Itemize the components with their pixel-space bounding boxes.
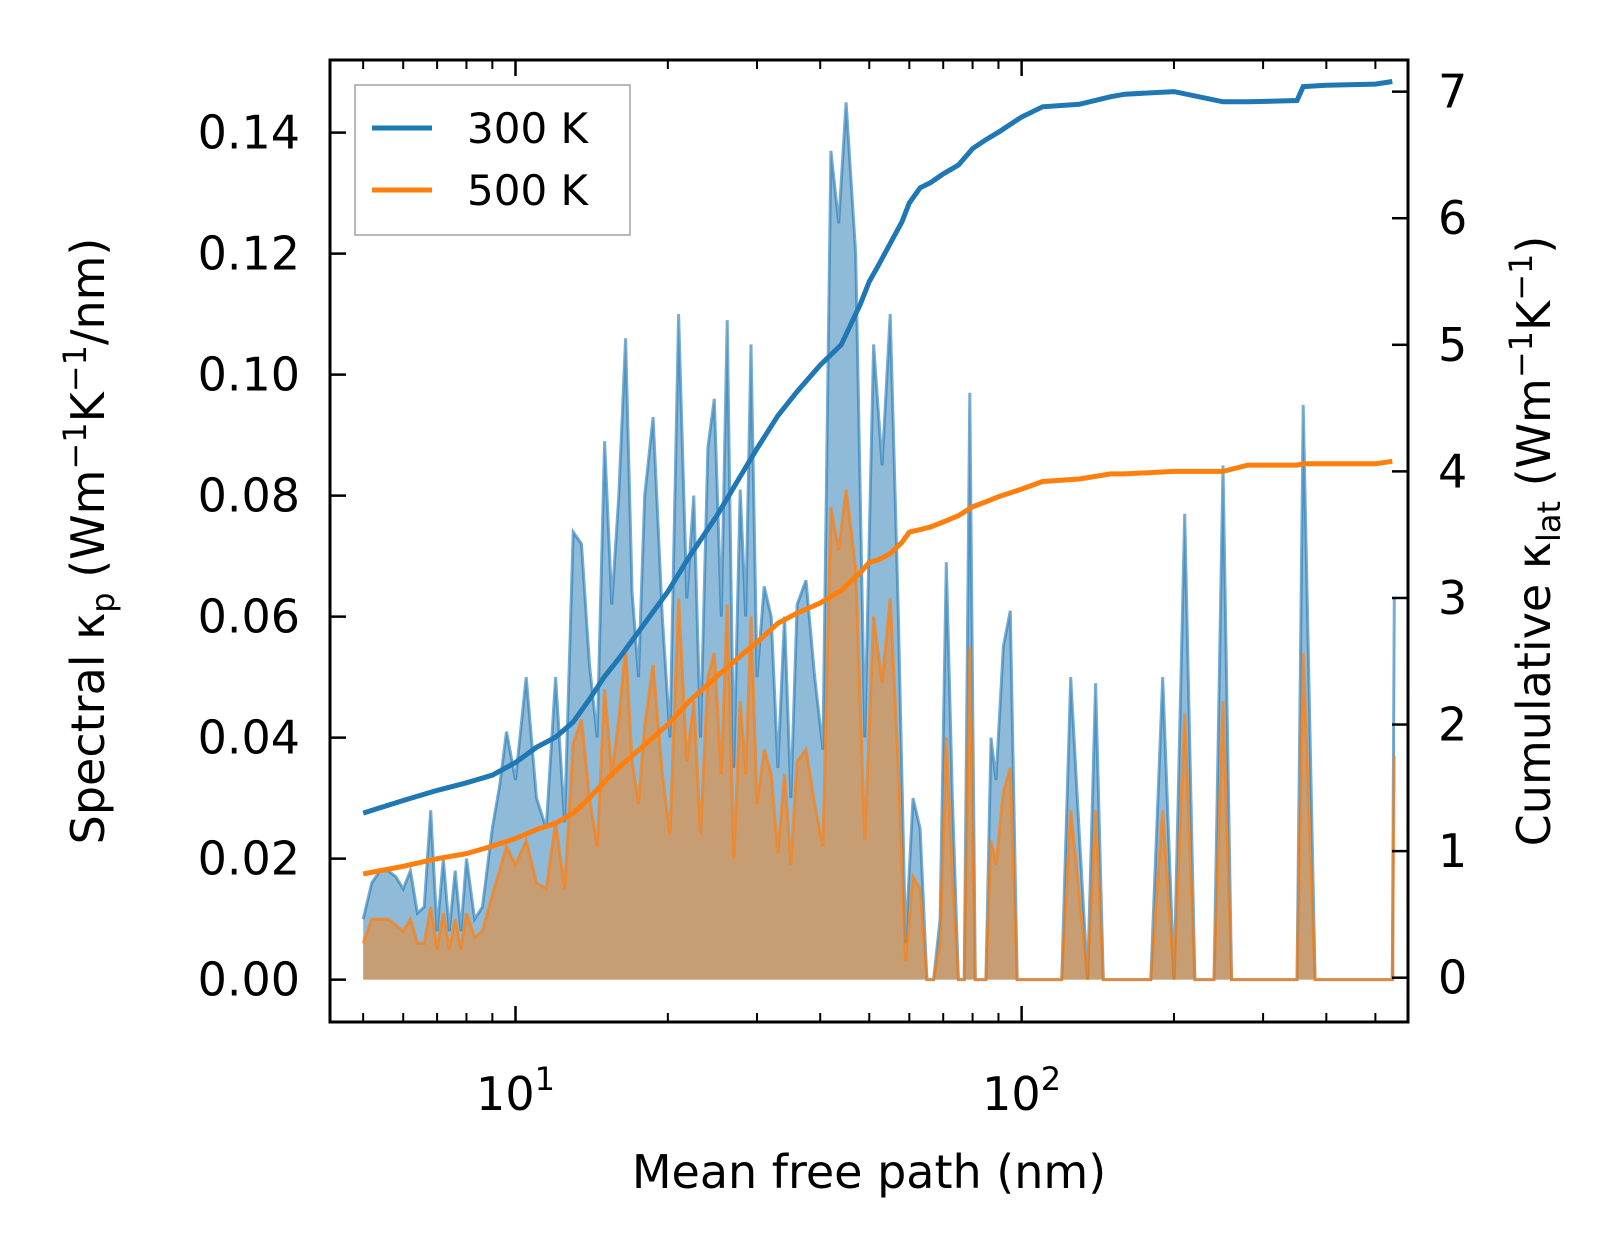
right-y-tick-label: 2 <box>1438 698 1467 752</box>
legend-label-500k: 500 K <box>467 166 590 215</box>
legend-label-300k: 300 K <box>467 104 590 153</box>
left-y-tick-label: 0.06 <box>198 590 300 644</box>
right-y-tick-label: 5 <box>1438 318 1467 372</box>
right-y-tick-label: 0 <box>1438 951 1467 1005</box>
right-y-tick-label: 3 <box>1438 571 1467 625</box>
right-y-tick-label: 1 <box>1438 824 1467 878</box>
right-y-tick-label: 6 <box>1438 191 1467 245</box>
left-y-tick-label: 0.10 <box>198 348 300 402</box>
x-tick-label: 101 <box>476 1060 555 1121</box>
x-axis-ticks: 101 102 <box>362 60 1377 1121</box>
spectral-500k-fill <box>363 489 1395 980</box>
x-axis-label: Mean free path (nm) <box>632 1145 1106 1199</box>
left-y-tick-label: 0.04 <box>198 711 300 765</box>
right-y-axis-ticks: 0 1 2 3 4 5 6 7 <box>1392 65 1467 1005</box>
cumulative-300k-line <box>362 79 1393 816</box>
legend-box <box>354 84 631 236</box>
left-y-tick-label: 0.00 <box>198 953 300 1007</box>
spectral-500k-line <box>361 489 1396 982</box>
right-y-tick-label: 7 <box>1438 65 1467 119</box>
cumulative-500k-line <box>362 458 1393 877</box>
left-y-tick-label: 0.14 <box>198 106 300 160</box>
left-y-tick-label: 0.08 <box>198 469 300 523</box>
plot-area: 101 102 0.000.020.040.060.080.100.120.14 … <box>198 58 1467 1121</box>
legend: 300 K 500 K <box>354 84 631 236</box>
left-y-tick-label: 0.02 <box>198 832 300 886</box>
left-y-tick-label: 0.12 <box>198 227 300 281</box>
left-y-axis-ticks: 0.00 0.02 0.04 0.06 0.08 0.10 0.12 0.14 <box>198 106 346 1007</box>
right-y-axis-label: Cumulative κlat (Wm−1K−1) <box>1502 236 1568 847</box>
left-y-axis-label: Spectral κp (Wm−1K−1/nm) <box>56 238 122 845</box>
spectral-fills <box>361 79 1396 982</box>
x-tick-label: 102 <box>982 1060 1061 1121</box>
right-y-tick-label: 4 <box>1438 444 1467 498</box>
